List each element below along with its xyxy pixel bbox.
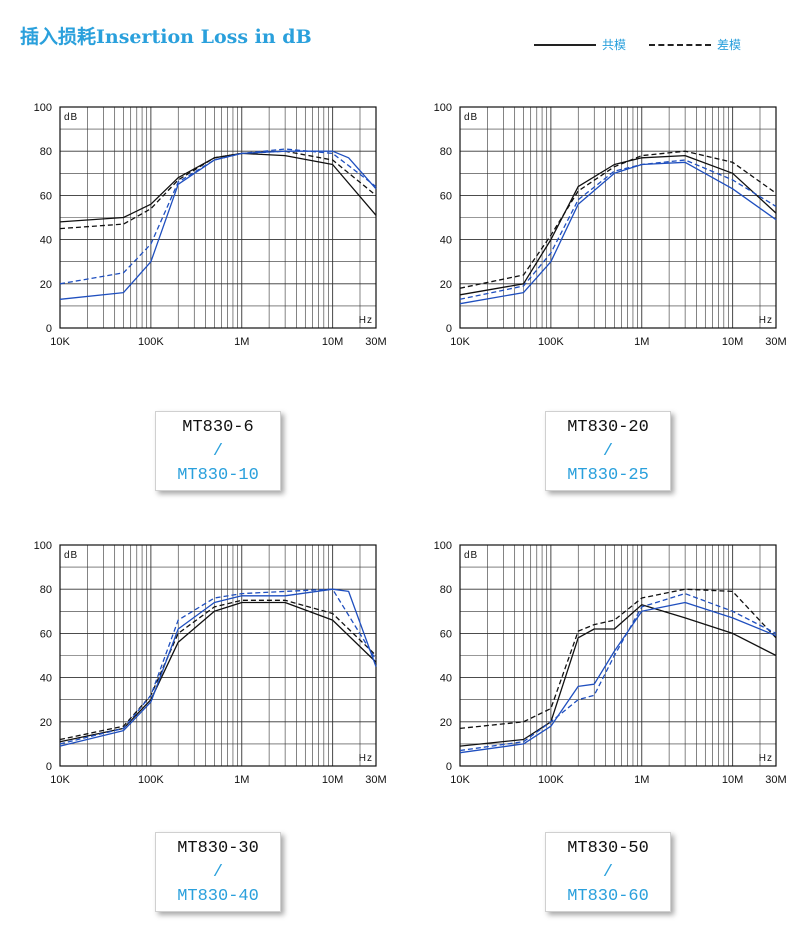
model-label-box-1: MT830-6 / MT830-10 bbox=[155, 411, 281, 491]
y-tick-label: 0 bbox=[446, 323, 452, 335]
y-tick-label: 80 bbox=[40, 146, 52, 158]
x-tick-label: 10K bbox=[450, 336, 470, 348]
legend-solid-label: 共模 bbox=[602, 38, 627, 52]
y-tick-label: 20 bbox=[440, 279, 452, 291]
x-tick-label: 10M bbox=[722, 336, 743, 348]
legend-solid-line bbox=[534, 43, 596, 46]
chart-panel-2: 0 20 40 60 80 100 10K 100K 1M 10M 30M dB Hz bbox=[434, 102, 787, 348]
chart-panel-4: 0 20 40 60 80 100 10K 100K 1M 10M 30M dB Hz bbox=[434, 540, 787, 786]
model-separator: / bbox=[212, 863, 224, 882]
series-line bbox=[459, 592, 777, 752]
series-line bbox=[459, 161, 777, 305]
series-line bbox=[59, 588, 377, 747]
model-secondary: MT830-25 bbox=[567, 466, 649, 485]
x-tick-label: 30M bbox=[765, 336, 786, 348]
y-tick-label: 80 bbox=[40, 584, 52, 596]
y-tick-label: 60 bbox=[40, 628, 52, 640]
y-tick-label: 60 bbox=[440, 628, 452, 640]
model-separator: / bbox=[602, 863, 614, 882]
x-tick-label: 100K bbox=[538, 336, 564, 348]
x-tick-label: 100K bbox=[138, 774, 164, 786]
series-line bbox=[59, 599, 377, 741]
y-tick-label: 80 bbox=[440, 584, 452, 596]
model-label-box-3: MT830-30 / MT830-40 bbox=[155, 832, 281, 912]
x-tick-label: 10M bbox=[322, 774, 343, 786]
y-unit-label: dB bbox=[464, 112, 478, 123]
y-tick-label: 100 bbox=[434, 540, 452, 552]
plot-frame bbox=[59, 544, 377, 767]
y-tick-label: 100 bbox=[34, 102, 52, 114]
x-tick-label: 100K bbox=[138, 336, 164, 348]
legend-dashed-label: 差模 bbox=[717, 38, 742, 52]
plot-frame bbox=[459, 106, 777, 329]
model-separator: / bbox=[602, 442, 614, 461]
legend-solid: 共模 bbox=[534, 36, 626, 53]
x-tick-label: 10K bbox=[50, 336, 70, 348]
model-label-box-2: MT830-20 / MT830-25 bbox=[545, 411, 671, 491]
legend: 共模 差模 bbox=[534, 36, 774, 54]
chart-panel-1: 0 20 40 60 80 100 10K 100K 1M 10M 30M dB Hz bbox=[34, 102, 387, 348]
legend-dashed-line bbox=[649, 43, 711, 46]
grid bbox=[460, 107, 776, 328]
page-title: 插入损耗Insertion Loss in dB bbox=[20, 26, 312, 48]
y-tick-label: 0 bbox=[46, 323, 52, 335]
x-tick-label: 30M bbox=[365, 774, 386, 786]
grid bbox=[60, 545, 376, 766]
y-tick-label: 80 bbox=[440, 146, 452, 158]
model-primary: MT830-20 bbox=[567, 418, 649, 437]
series-line bbox=[459, 604, 777, 747]
x-tick-label: 100K bbox=[538, 774, 564, 786]
grid bbox=[460, 545, 776, 766]
x-unit-label: Hz bbox=[359, 753, 373, 764]
chart-panel-3: 0 20 40 60 80 100 10K 100K 1M 10M 30M dB Hz bbox=[34, 540, 387, 786]
y-unit-label: dB bbox=[64, 112, 78, 123]
y-tick-label: 0 bbox=[46, 761, 52, 773]
series-line bbox=[459, 150, 777, 289]
legend-dashed: 差模 bbox=[649, 36, 741, 53]
series-line bbox=[459, 601, 777, 754]
x-tick-label: 1M bbox=[234, 774, 249, 786]
y-tick-label: 40 bbox=[40, 673, 52, 685]
x-unit-label: Hz bbox=[759, 315, 773, 326]
y-tick-label: 20 bbox=[40, 279, 52, 291]
plot-frame bbox=[59, 106, 377, 329]
model-separator: / bbox=[212, 442, 224, 461]
x-tick-label: 10K bbox=[50, 774, 70, 786]
x-tick-label: 30M bbox=[365, 336, 386, 348]
x-tick-label: 10M bbox=[722, 774, 743, 786]
y-tick-label: 40 bbox=[40, 235, 52, 247]
series-line bbox=[459, 154, 777, 296]
y-unit-label: dB bbox=[64, 550, 78, 561]
x-tick-label: 1M bbox=[634, 774, 649, 786]
model-secondary: MT830-40 bbox=[177, 887, 259, 906]
y-tick-label: 100 bbox=[434, 102, 452, 114]
model-secondary: MT830-60 bbox=[567, 887, 649, 906]
model-primary: MT830-30 bbox=[177, 839, 259, 858]
x-tick-label: 10K bbox=[450, 774, 470, 786]
grid bbox=[60, 107, 376, 328]
y-tick-label: 100 bbox=[34, 540, 52, 552]
y-tick-label: 20 bbox=[440, 717, 452, 729]
x-tick-label: 1M bbox=[634, 336, 649, 348]
series-line bbox=[59, 601, 377, 743]
y-unit-label: dB bbox=[464, 550, 478, 561]
model-primary: MT830-6 bbox=[182, 418, 254, 437]
y-tick-label: 0 bbox=[446, 761, 452, 773]
x-unit-label: Hz bbox=[359, 315, 373, 326]
series-line bbox=[459, 588, 777, 730]
x-unit-label: Hz bbox=[759, 753, 773, 764]
y-tick-label: 20 bbox=[40, 717, 52, 729]
model-label-box-4: MT830-50 / MT830-60 bbox=[545, 832, 671, 912]
x-tick-label: 1M bbox=[234, 336, 249, 348]
y-tick-label: 40 bbox=[440, 235, 452, 247]
y-tick-label: 60 bbox=[40, 190, 52, 202]
y-tick-label: 40 bbox=[440, 673, 452, 685]
model-secondary: MT830-10 bbox=[177, 466, 259, 485]
x-tick-label: 30M bbox=[765, 774, 786, 786]
series-line bbox=[59, 150, 377, 230]
x-tick-label: 10M bbox=[322, 336, 343, 348]
model-primary: MT830-50 bbox=[567, 839, 649, 858]
y-tick-label: 60 bbox=[440, 190, 452, 202]
